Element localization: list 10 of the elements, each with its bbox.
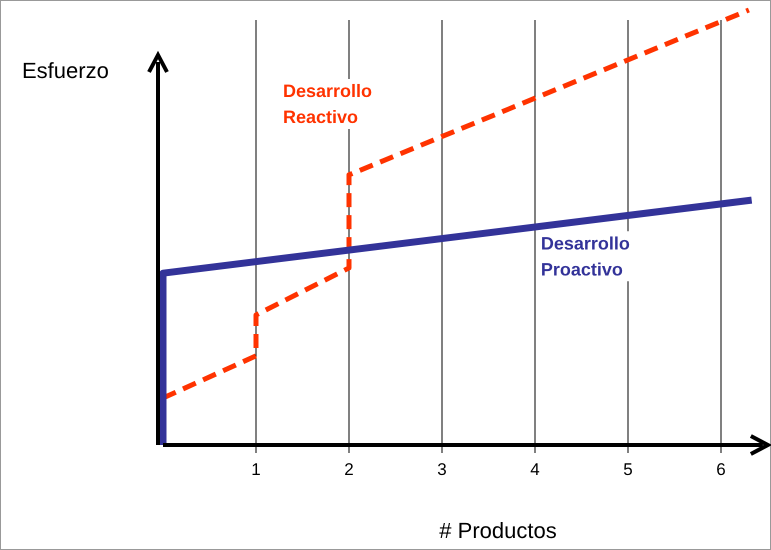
y-axis-title: Esfuerzo (22, 58, 109, 83)
x-tick-label: 2 (344, 460, 354, 479)
series-label: Desarrollo Reactivo (282, 81, 372, 127)
series-label: Desarrollo Proactivo (540, 233, 630, 280)
x-axis-title: # Productos (439, 518, 557, 543)
x-tick-label: 4 (530, 460, 540, 479)
x-tick-label: 6 (716, 460, 726, 479)
x-tick-label: 1 (251, 460, 261, 479)
x-tick-label: 5 (623, 460, 633, 479)
x-tick-label: 3 (437, 460, 447, 479)
